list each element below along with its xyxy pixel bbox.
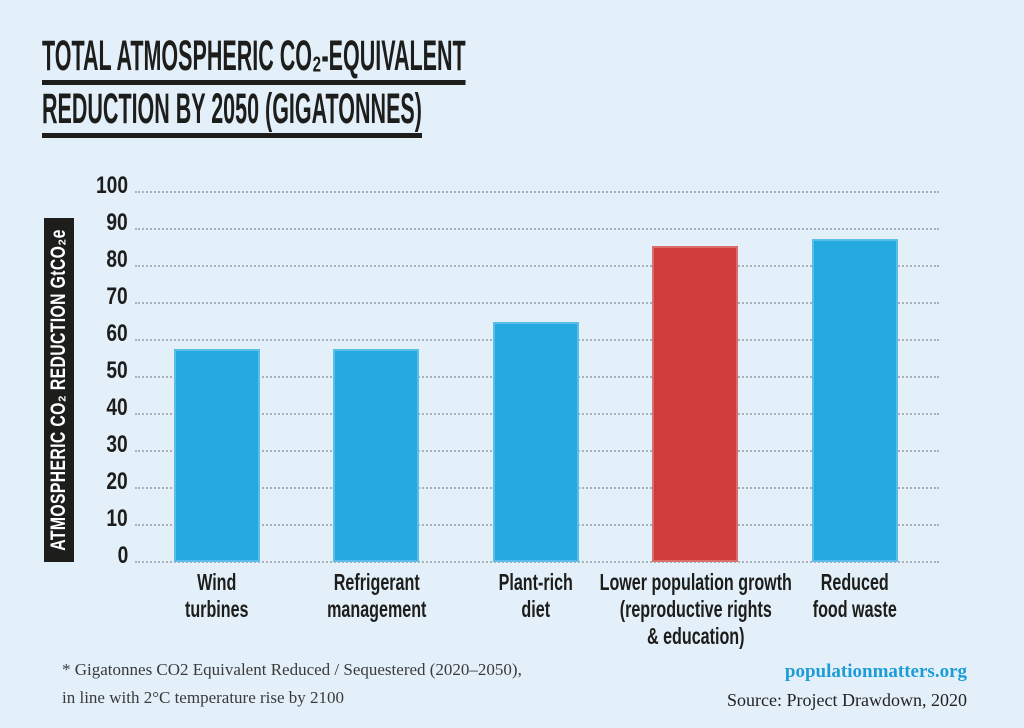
bar-lower-population-growth-reproductive-rights-education	[652, 246, 739, 562]
bar-refrigerant-management	[333, 348, 420, 562]
chart-title-line-2: REDUCTION BY 2050 (GIGATONNES)	[42, 87, 422, 138]
category-label-2: Refrigerant management	[326, 569, 426, 622]
category-label-5: Reduced food waste	[812, 569, 897, 622]
chart-title-row-2: REDUCTION BY 2050 (GIGATONNES)	[42, 87, 889, 140]
y-tick-label-30: 30	[106, 431, 128, 458]
gridline-0	[135, 561, 939, 563]
y-tick-label-10: 10	[106, 505, 128, 532]
footnote-line-1: * Gigatonnes CO2 Equivalent Reduced / Se…	[62, 660, 522, 679]
y-tick-label-20: 20	[106, 468, 128, 495]
credits: populationmatters.org Source: Project Dr…	[727, 658, 967, 714]
y-tick-label-50: 50	[106, 357, 128, 384]
y-axis-label-strip: ATMOSPHERIC CO₂ REDUCTION GtCO₂e	[44, 218, 74, 562]
bar-reduced-food-waste	[811, 238, 898, 562]
bar-plant-rich-diet	[492, 321, 579, 562]
y-tick-label-60: 60	[106, 320, 128, 347]
footnote-line-2: in line with 2°C temperature rise by 210…	[62, 688, 345, 707]
y-tick-label-70: 70	[106, 283, 128, 310]
y-tick-label-90: 90	[106, 209, 128, 236]
bar-wind-turbines	[173, 348, 260, 562]
y-tick-label-0: 0	[117, 542, 128, 569]
category-label-4: Lower population growth (reproductive rig…	[599, 569, 792, 649]
y-axis-label: ATMOSPHERIC CO₂ REDUCTION GtCO₂e	[47, 229, 70, 551]
y-tick-label-40: 40	[106, 394, 128, 421]
y-tick-label-100: 100	[95, 172, 128, 199]
chart-title-row-1: TOTAL ATMOSPHERIC CO₂-EQUIVALENT	[42, 34, 889, 87]
website-link[interactable]: populationmatters.org	[784, 661, 967, 682]
gridline-100	[135, 191, 939, 193]
gridline-70	[135, 302, 939, 304]
chart-title-line-1: TOTAL ATMOSPHERIC CO₂-EQUIVALENT	[42, 34, 466, 85]
gridline-90	[135, 228, 939, 230]
category-label-3: Plant-rich diet	[498, 569, 573, 622]
chart-title: TOTAL ATMOSPHERIC CO₂-EQUIVALENT REDUCTI…	[42, 34, 889, 140]
footnote: * Gigatonnes CO2 Equivalent Reduced / Se…	[62, 656, 522, 712]
gridline-80	[135, 265, 939, 267]
y-tick-label-80: 80	[106, 246, 128, 273]
category-label-1: Wind turbines	[184, 569, 249, 622]
source-credit: Source: Project Drawdown, 2020	[727, 690, 967, 710]
